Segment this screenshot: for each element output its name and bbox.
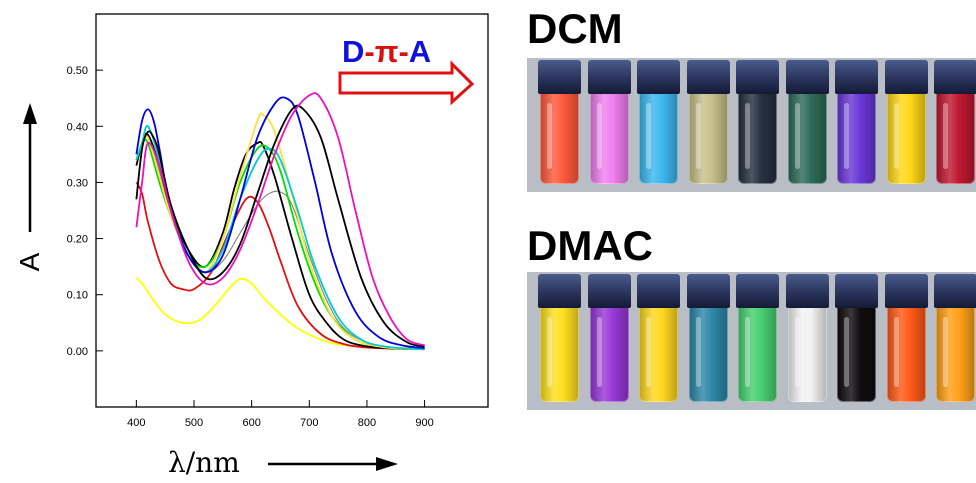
vial-cap (637, 60, 680, 94)
vial-solution (688, 92, 728, 184)
vial-cap (736, 274, 779, 308)
series-line (135, 132, 425, 351)
x-tick-label: 400 (127, 417, 145, 429)
vial-row-dmac (527, 272, 976, 410)
vial-cap (587, 274, 631, 308)
vial-solution (837, 92, 876, 184)
dpa-annotation: D-π-A (342, 34, 431, 69)
vial-solution (688, 306, 728, 402)
vial-cap (934, 60, 976, 94)
vial-solution (540, 92, 579, 184)
vial-cap (835, 60, 878, 94)
vial-solution (837, 306, 876, 402)
y-axis-label: A (14, 252, 45, 271)
vial-cap (686, 274, 730, 308)
vial-cap (934, 274, 976, 308)
vial-cap (835, 274, 878, 308)
dpa-part-pi: π (375, 34, 399, 69)
x-tick-label: 900 (415, 417, 433, 429)
vial (538, 274, 581, 408)
x-axis-label: λ/nm (168, 446, 240, 479)
vial-solution (639, 306, 678, 402)
absorption-chart: 400 500 600 700 800 900 0.00 0.10 0.20 0.30 0.40 0.… (14, 13, 489, 479)
vial (587, 274, 631, 408)
y-tick-label: 0.20 (67, 234, 88, 246)
vial-solution (787, 306, 827, 402)
vial-cap (686, 60, 730, 94)
x-tick-label: 600 (242, 417, 260, 429)
series-line (135, 96, 425, 349)
y-tick-label: 0.40 (67, 121, 88, 133)
vial-cap (785, 274, 829, 308)
vial-cap (736, 60, 779, 94)
vial-cap (587, 60, 631, 94)
spectra-series (135, 92, 425, 351)
vial-solution (886, 306, 926, 402)
series-line (135, 135, 425, 350)
vial-solution (540, 306, 579, 402)
series-line (135, 92, 425, 347)
vial (884, 274, 928, 408)
vial-solution (787, 92, 827, 184)
vial-solution (936, 92, 975, 184)
vial (587, 60, 631, 190)
vial-cap (637, 274, 680, 308)
vial (637, 274, 680, 408)
vial (785, 274, 829, 408)
panel-title-dcm: DCM (527, 5, 623, 52)
vial-solution (639, 92, 678, 184)
vial (736, 60, 779, 190)
vial (934, 274, 976, 408)
vial (934, 60, 976, 190)
vial (785, 60, 829, 190)
vial (538, 60, 581, 190)
vial-solution (738, 92, 777, 184)
vial-solution (738, 306, 777, 402)
series-line (135, 125, 425, 351)
plot-frame (95, 13, 489, 408)
vial (686, 274, 730, 408)
vial-solution (936, 306, 975, 402)
vial (637, 60, 680, 190)
vial (835, 60, 878, 190)
vial-cap (884, 60, 928, 94)
vial (835, 274, 878, 408)
y-tick-label: 0.00 (67, 346, 88, 358)
vial-cap (538, 60, 581, 94)
dpa-part-acceptor: A (409, 34, 431, 69)
x-axis-arrow-icon (268, 457, 398, 471)
dpa-part-dash2: - (398, 34, 408, 69)
series-line (135, 181, 425, 350)
vial (686, 60, 730, 190)
series-line (135, 104, 425, 348)
x-tick-label: 500 (185, 417, 203, 429)
vial-cap (884, 274, 928, 308)
series-line (135, 112, 425, 351)
panel-title-dmac: DMAC (527, 222, 653, 269)
dpa-arrow-icon (338, 60, 475, 106)
vial-cap (538, 274, 581, 308)
vial (736, 274, 779, 408)
dpa-part-donor: D (342, 34, 364, 69)
x-tick-label: 800 (358, 417, 376, 429)
vial-row-dcm (527, 58, 976, 192)
y-axis-arrow-icon (23, 103, 37, 232)
vial-cap (785, 60, 829, 94)
y-tick-label: 0.10 (67, 290, 88, 302)
vial-solution (589, 306, 629, 402)
y-tick-label: 0.50 (67, 65, 88, 77)
vial-solution (589, 92, 629, 184)
vial-solution (886, 92, 926, 184)
dpa-part-dash1: - (364, 34, 374, 69)
y-tick-label: 0.30 (67, 177, 88, 189)
x-tick-label: 700 (300, 417, 318, 429)
vial (884, 60, 928, 190)
